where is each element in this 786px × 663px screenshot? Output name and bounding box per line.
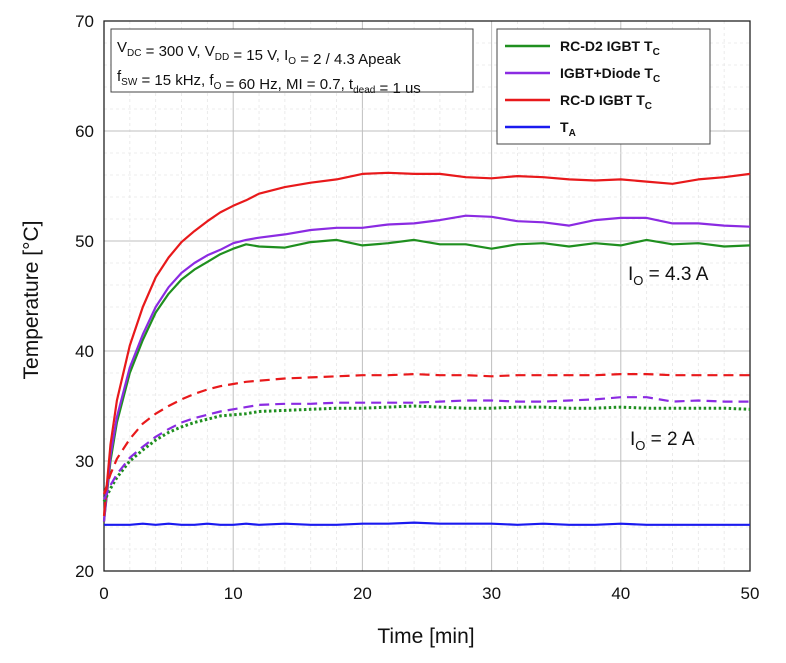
y-tick-label: 50 — [75, 232, 94, 251]
series-layer — [102, 171, 751, 526]
current-label: IO = 2 A — [630, 429, 695, 453]
y-axis-ticks: 20 30 40 50 60 70 — [75, 12, 94, 581]
legend-label: RC-D IGBT TC — [560, 92, 652, 112]
x-axis-title: Time [min] — [377, 625, 474, 648]
series-line-ta — [104, 521, 750, 526]
y-tick-label: 30 — [75, 452, 94, 471]
legend-box — [496, 28, 711, 145]
plot-area-frame — [103, 20, 751, 572]
legend-label: IGBT+Diode TC — [560, 65, 660, 85]
y-axis-title: Temperature [°C] — [20, 221, 43, 380]
series-line-rc-d2-igbt-tc — [102, 238, 751, 522]
y-tick-label: 70 — [75, 12, 94, 31]
annotation-line: VDC = 300 V, VDD = 15 V, IO = 2 / 4.3 Ap… — [117, 39, 401, 68]
x-tick-label: 20 — [353, 584, 372, 603]
series-line-igbt-diode-tc — [102, 214, 751, 522]
x-tick-label: 0 — [99, 584, 108, 603]
conditions-annotation: VDC = 300 V, VDD = 15 V, IO = 2 / 4.3 Ap… — [110, 28, 474, 97]
x-tick-label: 10 — [224, 584, 243, 603]
x-tick-label: 50 — [741, 584, 760, 603]
x-tick-label: 30 — [482, 584, 501, 603]
current-labels: IO = 4.3 A IO = 2 A — [628, 264, 709, 453]
current-label: IO = 4.3 A — [628, 264, 709, 288]
legend-label: RC-D2 IGBT TC — [560, 38, 660, 58]
series-line-igbt-diode-tc-2-a — [102, 396, 750, 500]
legend: RC-D2 IGBT TC IGBT+Diode TC RC-D IGBT TC TA — [496, 28, 711, 145]
x-tick-label: 40 — [611, 584, 630, 603]
y-tick-label: 20 — [75, 562, 94, 581]
series-line-rc-d-igbt-tc — [102, 171, 751, 517]
annotation-line: fSW = 15 kHz, fO = 60 Hz, MI = 0.7, tdea… — [117, 68, 421, 97]
x-axis-ticks: 0 10 20 30 40 50 — [99, 584, 759, 603]
y-tick-label: 40 — [75, 342, 94, 361]
series-line-rc-d-igbt-tc-2-a — [102, 373, 750, 495]
y-tick-label: 60 — [75, 122, 94, 141]
series-line-rc-d2-igbt-tc-2-a — [102, 404, 751, 503]
annotation-box — [110, 28, 474, 93]
legend-label: TA — [560, 119, 576, 139]
